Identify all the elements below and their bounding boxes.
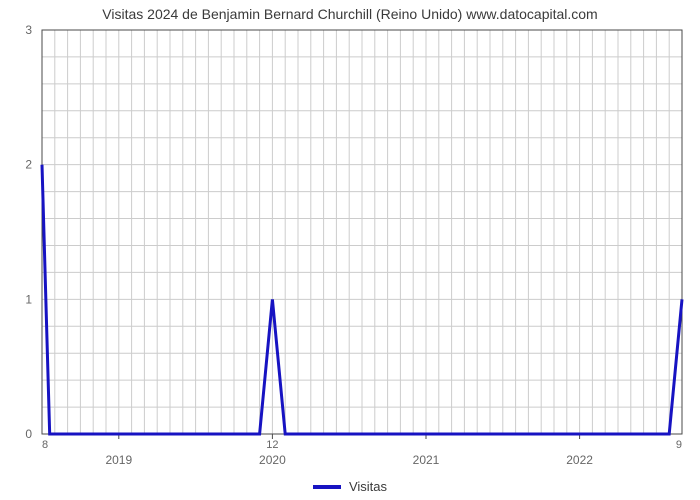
- y-tick-label: 2: [25, 158, 32, 172]
- y-tick-label: 1: [25, 292, 32, 306]
- chart-container: Visitas 2024 de Benjamin Bernard Churchi…: [0, 0, 700, 500]
- legend-label: Visitas: [349, 479, 387, 494]
- x-secondary-label: 9: [676, 439, 682, 451]
- x-secondary-label: 8: [42, 439, 48, 451]
- legend-swatch: [313, 485, 341, 489]
- x-tick-label: 2022: [566, 453, 593, 467]
- x-tick-label: 2020: [259, 453, 286, 467]
- chart-plot: 012320192020202120228129: [0, 0, 700, 500]
- legend: Visitas: [0, 478, 700, 494]
- x-secondary-label: 12: [266, 439, 278, 451]
- y-tick-label: 0: [25, 427, 32, 441]
- x-tick-label: 2019: [105, 453, 132, 467]
- y-tick-label: 3: [25, 23, 32, 37]
- x-tick-label: 2021: [413, 453, 440, 467]
